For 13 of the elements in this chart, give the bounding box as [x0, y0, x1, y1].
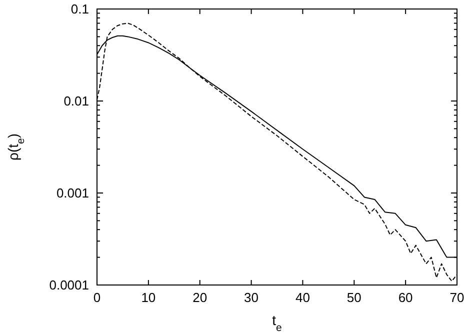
- x-tick-label: 20: [192, 290, 208, 305]
- x-tick-label: 40: [295, 290, 310, 305]
- y-tick-label: 0.01: [64, 94, 89, 108]
- y-tick-label: 0.0001: [49, 278, 89, 292]
- x-axis-title: t$_{e}$: [272, 312, 282, 334]
- x-tick-label: 70: [450, 290, 464, 305]
- y-tick-label: 0.1: [70, 2, 89, 16]
- x-tick-label: 10: [141, 290, 156, 305]
- x-tick-label: 30: [244, 290, 259, 305]
- x-tick-label: 60: [398, 290, 413, 305]
- y-tick-label: 0.001: [56, 186, 89, 200]
- x-tick-label: 50: [346, 290, 362, 305]
- x-tick-label: 0: [93, 290, 101, 305]
